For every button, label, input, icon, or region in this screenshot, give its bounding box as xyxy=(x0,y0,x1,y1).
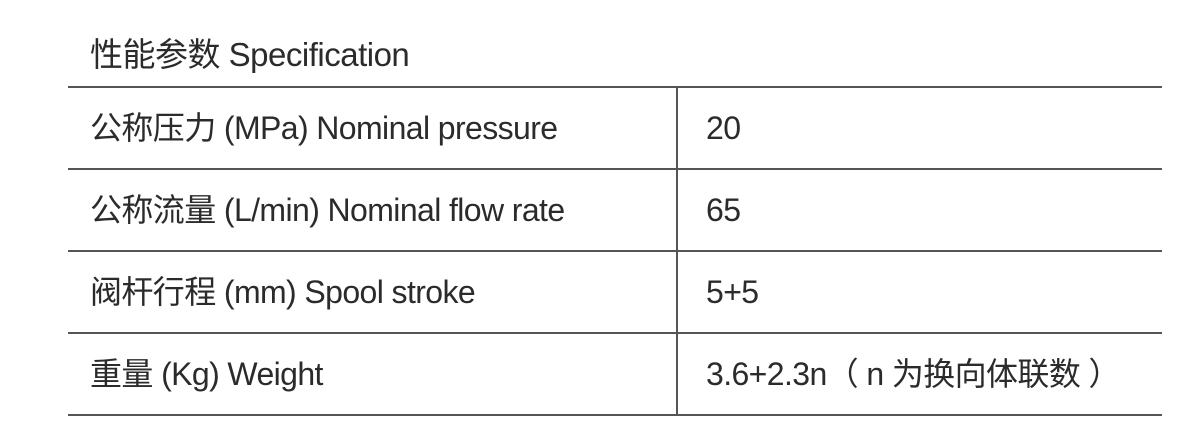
parameter-label: 公称流量 (L/min) Nominal flow rate xyxy=(90,192,565,228)
table-rule xyxy=(68,250,1162,252)
table-rule xyxy=(68,168,1162,170)
parameter-label: 公称压力 (MPa) Nominal pressure xyxy=(90,110,558,146)
parameter-label: 重量 (Kg) Weight xyxy=(90,356,323,392)
parameter-value: 3.6+2.3n（ n 为换向体联数 ） xyxy=(706,356,1121,392)
parameter-label: 阀杆行程 (mm) Spool stroke xyxy=(90,274,476,310)
table-rule xyxy=(68,86,1162,88)
section-title: 性能参数 Specification xyxy=(90,36,410,73)
parameter-value: 5+5 xyxy=(706,274,759,310)
parameter-value: 20 xyxy=(706,110,741,146)
parameter-value: 65 xyxy=(706,192,741,228)
table-rule xyxy=(68,414,1162,416)
table-rule xyxy=(68,332,1162,334)
